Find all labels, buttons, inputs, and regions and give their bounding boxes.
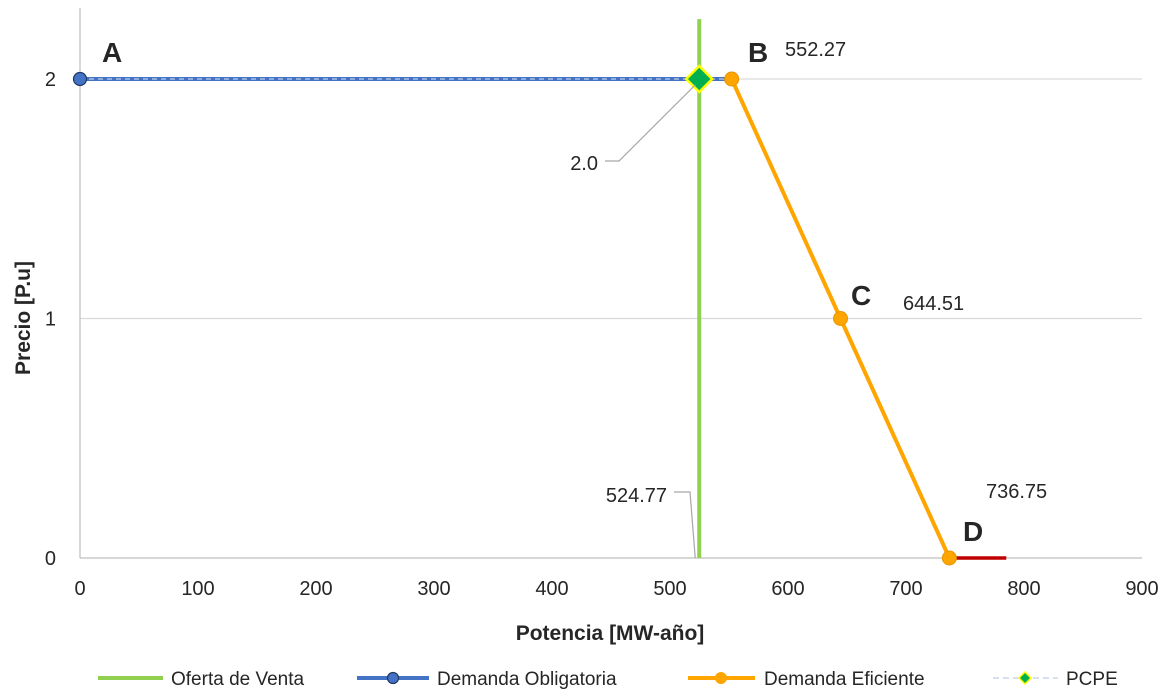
x-tick-label: 400 bbox=[535, 578, 568, 600]
point-label-b: B bbox=[748, 37, 768, 68]
data-label-pcpe: 2.0 bbox=[570, 153, 598, 175]
y-tick-label: 0 bbox=[45, 548, 56, 570]
legend-label-pcpe: PCPE bbox=[1066, 669, 1118, 690]
x-tick-label: 500 bbox=[653, 578, 686, 600]
data-label-d: 736.75 bbox=[986, 481, 1047, 503]
data-label-c: 644.51 bbox=[903, 293, 964, 315]
y-tick-label: 1 bbox=[45, 309, 56, 331]
x-tick-label: 600 bbox=[771, 578, 804, 600]
labels: A B C D 552.27 644.51 736.75 2.0 524.77 bbox=[102, 37, 1047, 559]
legend-label-demanda-obligatoria: Demanda Obligatoria bbox=[437, 669, 617, 690]
series-demanda-eficiente-marker-1 bbox=[833, 311, 849, 326]
gridlines bbox=[80, 78, 1142, 320]
leader-line-oferta bbox=[674, 491, 696, 559]
y-tick-label: 2 bbox=[45, 69, 56, 91]
legend-marker-pcpe bbox=[1017, 670, 1033, 686]
series bbox=[72, 19, 1007, 566]
x-axis-title: Potencia [MW-año] bbox=[516, 622, 705, 645]
point-label-d: D bbox=[963, 516, 983, 547]
x-tick-label: 0 bbox=[74, 578, 85, 600]
series-demanda-obligatoria-marker bbox=[72, 71, 88, 87]
x-tick-label: 300 bbox=[417, 578, 450, 600]
legend-label-demanda-eficiente: Demanda Eficiente bbox=[764, 669, 925, 690]
data-label-b: 552.27 bbox=[785, 39, 846, 61]
point-label-c: C bbox=[851, 280, 871, 311]
x-tick-label: 200 bbox=[299, 578, 332, 600]
axes: 0 1 2 0 100 200 300 400 500 600 700 800 900 bbox=[45, 8, 1159, 600]
y-axis-title: Precio [P.u] bbox=[12, 261, 35, 375]
leader-line-pcpe bbox=[605, 84, 696, 162]
legend: Oferta de Venta Demanda Obligatoria Demand… bbox=[98, 669, 1118, 690]
x-tick-label: 700 bbox=[889, 578, 922, 600]
legend-marker-demanda-obligatoria bbox=[386, 671, 400, 685]
x-tick-label: 100 bbox=[181, 578, 214, 600]
series-pcpe-marker bbox=[684, 64, 714, 94]
point-label-a: A bbox=[102, 37, 122, 68]
legend-marker-demanda-eficiente bbox=[715, 672, 727, 684]
data-label-oferta: 524.77 bbox=[606, 485, 667, 507]
legend-label-oferta-de-venta: Oferta de Venta bbox=[171, 669, 305, 690]
series-demanda-eficiente-marker-0 bbox=[724, 71, 740, 87]
x-tick-label: 800 bbox=[1007, 578, 1040, 600]
series-demanda-eficiente-marker-2 bbox=[941, 550, 957, 566]
x-tick-label: 900 bbox=[1125, 578, 1158, 600]
